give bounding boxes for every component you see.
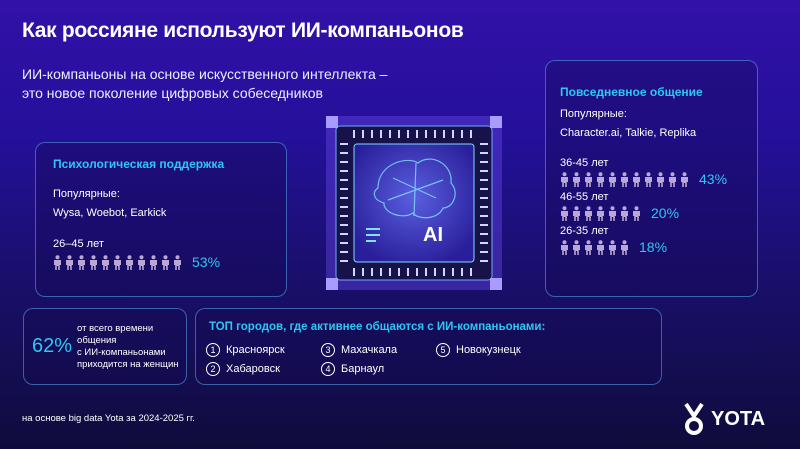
popular-label: Популярные: — [53, 188, 120, 200]
person-icon — [572, 171, 581, 187]
person-icon — [608, 205, 617, 221]
person-icon — [608, 239, 617, 255]
person-icon — [584, 205, 593, 221]
popular-apps: Wysa, Woebot, Earkick — [53, 207, 167, 219]
person-icon — [656, 171, 665, 187]
person-icon — [596, 205, 605, 221]
person-icon — [596, 239, 605, 255]
person-icon — [560, 205, 569, 221]
chip-label: AI — [423, 224, 443, 246]
city-item: 3 Махачкала — [321, 343, 397, 357]
person-icon — [113, 254, 122, 270]
women-text: от всего времени общения — [77, 322, 154, 346]
person-icon — [65, 254, 74, 270]
city-name: Барнаул — [341, 363, 385, 375]
age-group: 26–45 лет — [53, 238, 104, 250]
person-icon — [560, 171, 569, 187]
yota-logo: YOTA — [683, 402, 765, 436]
person-icon — [77, 254, 86, 270]
yota-logo-icon — [684, 402, 704, 435]
age-group: 26-35 лет — [560, 225, 609, 237]
subtitle-line: это новое поколение цифровых собеседнико… — [22, 85, 323, 101]
city-item: 2 Хабаровск — [206, 362, 280, 376]
daily-communication-card: Повседневное общение Популярные: Charact… — [545, 60, 758, 297]
person-icon — [608, 171, 617, 187]
person-icon — [572, 239, 581, 255]
person-icon — [584, 239, 593, 255]
rank-badge: 3 — [321, 343, 335, 357]
chip-icon: AI — [326, 116, 502, 290]
age-group: 36-45 лет — [560, 157, 609, 169]
person-icon — [560, 239, 569, 255]
percent: 18% — [639, 239, 668, 255]
person-icon — [137, 254, 146, 270]
city-name: Махачкала — [341, 344, 398, 356]
person-icon — [161, 254, 170, 270]
person-icon — [644, 171, 653, 187]
person-icon — [632, 171, 641, 187]
person-icon — [101, 254, 110, 270]
city-name: Красноярск — [226, 344, 285, 356]
person-icon — [89, 254, 98, 270]
footer-note: на основе big data Yota за 2024-2025 гг. — [22, 413, 195, 424]
women-share-card: 62% от всего времени общения с ИИ-компан… — [23, 308, 187, 385]
people-row: 43% — [560, 171, 743, 187]
percent: 53% — [192, 254, 221, 270]
people-row: 20% — [560, 205, 743, 221]
percent: 20% — [651, 205, 680, 221]
page-title: Как россияне используют ИИ-компаньонов — [22, 19, 464, 42]
women-percent: 62% — [32, 335, 73, 357]
women-text: с ИИ-компаньонами — [77, 346, 166, 358]
person-icon — [584, 171, 593, 187]
city-item: 4 Барнаул — [321, 362, 384, 376]
city-item: 5 Новокузнецк — [436, 343, 521, 357]
card-heading: Психологическая поддержка — [53, 157, 225, 171]
logo-text: YOTA — [711, 407, 766, 430]
person-icon — [620, 171, 629, 187]
rank-badge: 1 — [206, 343, 220, 357]
person-icon — [620, 239, 629, 255]
age-group: 46-55 лет — [560, 191, 609, 203]
subtitle-line: ИИ-компаньоны на основе искусственного и… — [22, 66, 388, 82]
person-icon — [632, 205, 641, 221]
people-row: 18% — [560, 239, 743, 255]
card-heading: Повседневное общение — [560, 85, 703, 99]
person-icon — [680, 171, 689, 187]
city-name: Хабаровск — [226, 363, 280, 375]
person-icon — [668, 171, 677, 187]
person-icon — [149, 254, 158, 270]
person-icon — [125, 254, 134, 270]
subtitle: ИИ-компаньоны на основе искусственного и… — [22, 65, 387, 103]
popular-label: Популярные: — [560, 108, 627, 120]
percent: 43% — [699, 171, 728, 187]
city-name: Новокузнецк — [456, 344, 521, 356]
person-icon — [53, 254, 62, 270]
person-icon — [620, 205, 629, 221]
person-icon — [596, 171, 605, 187]
rank-badge: 2 — [206, 362, 220, 376]
psych-support-card: Психологическая поддержка Популярные: Wy… — [35, 142, 287, 297]
rank-badge: 4 — [321, 362, 335, 376]
popular-apps: Character.ai, Talkie, Replika — [560, 127, 697, 139]
city-item: 1 Красноярск — [206, 343, 285, 357]
ai-chip-illustration: AI — [318, 108, 510, 298]
cities-heading: ТОП городов, где активнее общаются с ИИ-… — [209, 321, 546, 333]
person-icon — [572, 205, 581, 221]
women-text: приходится на женщин — [77, 358, 179, 370]
people-row: 53% — [53, 254, 269, 270]
rank-badge: 5 — [436, 343, 450, 357]
top-cities-card: ТОП городов, где активнее общаются с ИИ-… — [195, 308, 662, 385]
person-icon — [173, 254, 182, 270]
